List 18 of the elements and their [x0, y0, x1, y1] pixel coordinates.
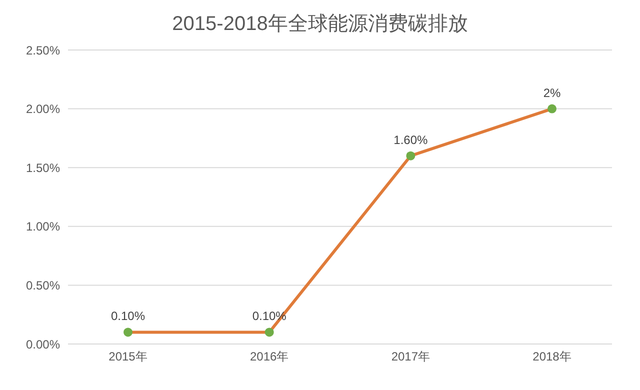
- data-label: 2%: [543, 86, 561, 100]
- y-tick-label: 2.50%: [26, 43, 60, 58]
- point: [264, 328, 274, 337]
- y-tick-label: 1.50%: [26, 160, 60, 175]
- y-tick-label: 0.00%: [26, 337, 60, 352]
- y-tick-label: 0.50%: [26, 278, 60, 292]
- y-tick-label: 1.00%: [26, 220, 60, 234]
- point: [124, 328, 132, 337]
- point: [548, 104, 556, 114]
- chart-title: 2015-2018年全球能源消费碳排放: [171, 12, 469, 37]
- x-tick-label: 2018年: [532, 350, 572, 364]
- data-label: 0.10%: [110, 309, 146, 324]
- x-tick-label: 2016年: [250, 350, 289, 364]
- x-tick-label: 2017年: [391, 350, 430, 364]
- x-tick-label: 2015年: [108, 350, 148, 364]
- y-tick-label: 2.00%: [26, 102, 60, 116]
- data-label: 1.60%: [394, 132, 428, 147]
- point: [406, 151, 416, 160]
